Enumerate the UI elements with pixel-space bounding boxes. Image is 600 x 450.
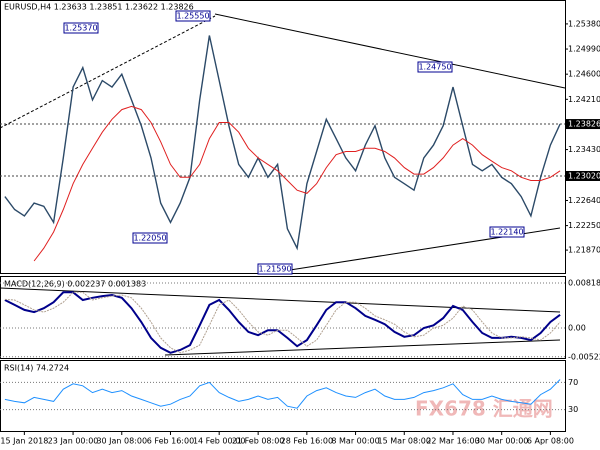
- x-tick-label: 30 Mar 00:00: [475, 437, 528, 446]
- x-tick-label: 6 Apr 08:00: [527, 437, 574, 446]
- x-tick-label: 28 Feb 16:00: [281, 437, 333, 446]
- rsi-title: RSI(14) 74.2724: [4, 364, 69, 373]
- price-label: 1.22140: [490, 228, 523, 237]
- price-label-box: [417, 61, 453, 73]
- price-label: 1.24750: [418, 63, 451, 72]
- trendline: [0, 15, 216, 129]
- x-tick-label: 30 Jan 08:00: [96, 437, 147, 446]
- price-tag: [566, 119, 600, 130]
- series-line: [4, 35, 561, 251]
- x-tick-label: 22 Mar 16:00: [426, 437, 479, 446]
- y-tick-label: 1.23826: [568, 120, 600, 129]
- y-tick-label: 1.23430: [568, 145, 600, 154]
- macd-pane: [0, 276, 566, 359]
- price-tag: [566, 170, 600, 181]
- y-tick-label: 1.24210: [568, 95, 600, 104]
- price-label: 1.21590: [258, 265, 291, 274]
- price-label-box: [489, 226, 525, 238]
- macd-title: MACD(12,26,9) 0.002237 0.001383: [4, 280, 146, 289]
- y-tick-label: 1.21870: [568, 246, 600, 255]
- series-line: [33, 105, 561, 262]
- price-label: 1.22050: [133, 234, 166, 243]
- price-label-box: [175, 10, 211, 22]
- series-line: [4, 379, 561, 409]
- y-tick-label: 1.22250: [568, 221, 600, 230]
- x-tick-label: 15 Mar 08:00: [378, 437, 431, 446]
- y-tick-label: 1.23020: [568, 171, 600, 180]
- watermark: FX678 汇通网: [415, 397, 553, 421]
- x-tick-label: 6 Feb 16:00: [147, 437, 194, 446]
- series-line: [4, 291, 561, 354]
- y-tick-label: 1.24600: [568, 70, 600, 79]
- price-label: 1.25550: [176, 12, 209, 21]
- price-label-box: [132, 232, 168, 244]
- y-tick-label: 30: [568, 405, 578, 414]
- y-tick-label: 70: [568, 378, 578, 387]
- price-label-box: [63, 22, 99, 34]
- price-label-box: [257, 263, 293, 275]
- y-tick-label: 1.25380: [568, 19, 600, 28]
- x-tick-label: 21 Feb 08:00: [232, 437, 284, 446]
- price-label: 1.25370: [64, 24, 97, 33]
- x-tick-label: 8 Mar 00:00: [331, 437, 379, 446]
- trendline: [214, 13, 566, 89]
- x-tick-label: 23 Jan 00:00: [48, 437, 99, 446]
- trendline: [164, 339, 561, 356]
- y-tick-label: 1.24990: [568, 45, 600, 54]
- y-tick-label: 1.22640: [568, 196, 600, 205]
- y-tick-label: 0.008182: [568, 279, 600, 288]
- y-tick-label: -0.005223: [568, 352, 600, 361]
- chart-title: EURUSD,H4 1.23633 1.23851 1.23622 1.2382…: [4, 3, 194, 12]
- x-tick-label: 14 Feb 00:00: [193, 437, 245, 446]
- y-tick-label: 0.00: [568, 324, 586, 333]
- rsi-pane: [0, 360, 566, 432]
- series-line: [4, 291, 561, 354]
- x-tick-label: 15 Jan 2018: [0, 437, 48, 446]
